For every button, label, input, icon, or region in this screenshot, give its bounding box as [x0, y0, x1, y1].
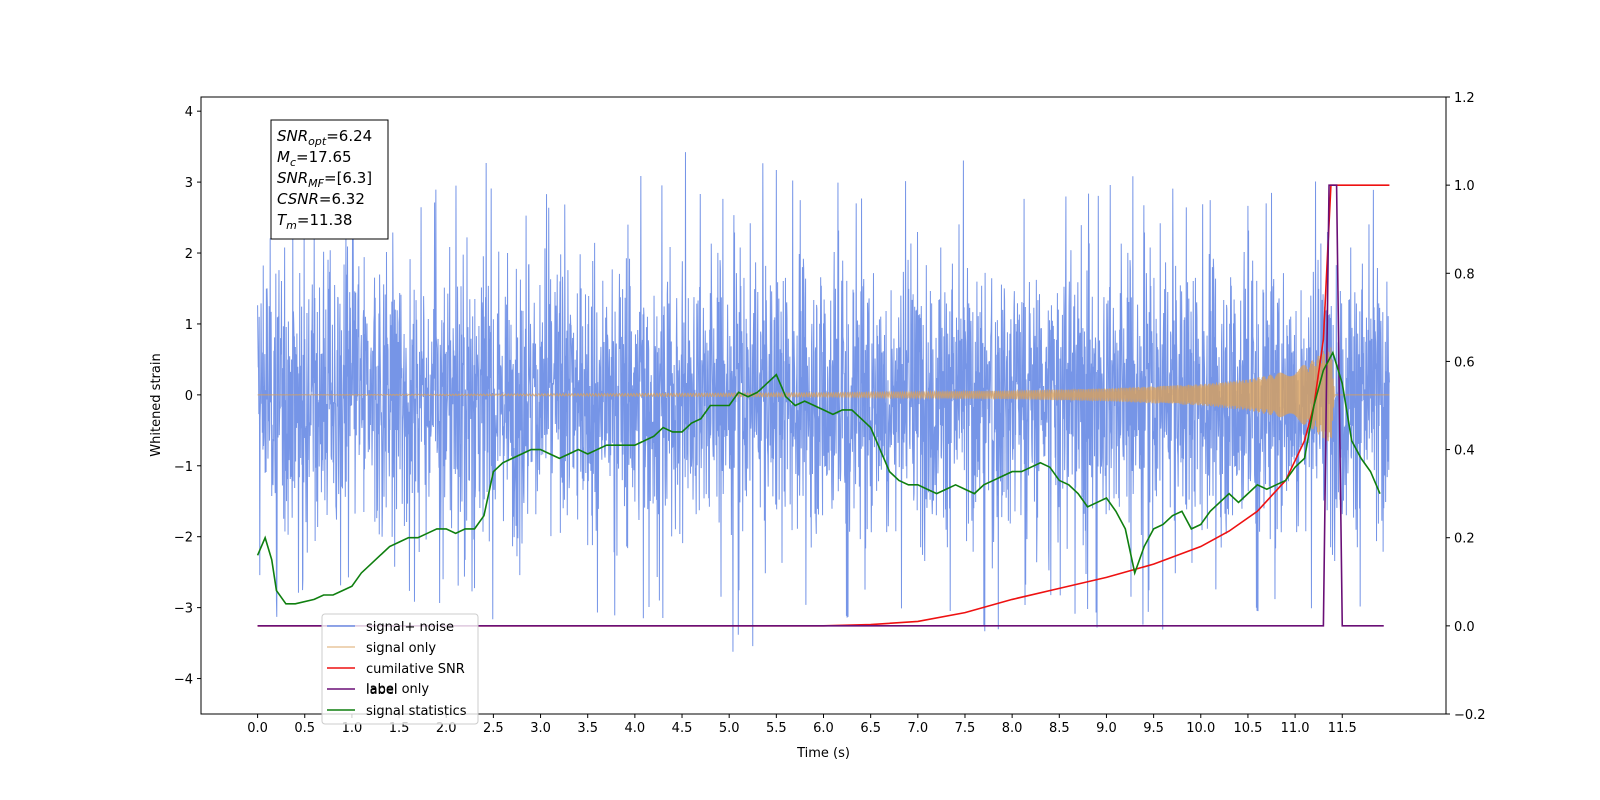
y-right-tick-label: −0.2 — [1454, 708, 1486, 723]
info-line: CSNR=6.32 — [277, 190, 365, 208]
legend-entry: signal statistics — [366, 704, 467, 719]
y-right-tick-label: 1.0 — [1454, 179, 1475, 194]
legend-entry: signal only — [366, 641, 436, 656]
x-tick-label: 10.0 — [1186, 721, 1215, 736]
legend-frame — [321, 613, 479, 725]
y-left-tick-label: 1 — [185, 318, 193, 333]
y-left-tick-label: −2 — [174, 531, 193, 546]
x-tick-label: 11.5 — [1328, 721, 1357, 736]
series-layer — [256, 152, 1390, 652]
right-y-axis: −0.2 0.0 0.2 0.4 0.6 0.8 1.0 1.2 — [1446, 91, 1486, 723]
y-left-tick-label: 0 — [185, 389, 193, 404]
x-tick-label: 3.5 — [577, 721, 598, 736]
x-tick-label: 5.5 — [766, 721, 787, 736]
x-tick-label: 6.5 — [860, 721, 881, 736]
y-right-tick-label: 1.2 — [1454, 91, 1475, 106]
x-tick-label: 3.0 — [530, 721, 551, 736]
x-tick-label: 2.0 — [436, 721, 457, 736]
y-left-tick-label: 3 — [185, 176, 193, 191]
x-tick-label: 8.0 — [1002, 721, 1023, 736]
legend-entry: label — [366, 683, 397, 698]
series-signal-statistics — [256, 350, 1381, 605]
y-right-tick-label: 0.6 — [1454, 355, 1475, 370]
x-tick-label: 0.5 — [294, 721, 315, 736]
series-signal-only — [257, 347, 1390, 442]
x-axis-label: Time (s) — [796, 746, 850, 761]
x-tick-label: 0.0 — [247, 721, 268, 736]
legend-entry: signal+ noise — [366, 620, 454, 635]
info-box-frame — [270, 119, 389, 240]
x-tick-label: 11.0 — [1281, 721, 1310, 736]
y-right-tick-label: 0.0 — [1454, 620, 1475, 635]
x-tick-label: 1.0 — [342, 721, 363, 736]
legend: signal+ noise signal only cumilative SNR la… — [321, 613, 479, 725]
x-tick-label: 1.5 — [389, 721, 410, 736]
x-tick-label: 6.0 — [813, 721, 834, 736]
series-cumilative-snr — [257, 184, 1390, 627]
y-left-tick-label: −4 — [174, 673, 193, 688]
x-tick-label: 8.5 — [1049, 721, 1070, 736]
series-signal-noise — [257, 152, 1390, 652]
info-line: SNRMF=[6.3] — [277, 169, 372, 190]
info-line: Tm=11.38 — [277, 211, 352, 232]
x-tick-label: 9.0 — [1096, 721, 1117, 736]
x-axis: 0.0 0.5 1.0 1.5 2.0 2.5 3.0 3.5 4.0 4.5 5.0 5.5 6.0 6… — [247, 714, 1357, 736]
y-left-tick-label: 2 — [185, 247, 193, 262]
y-left-tick-label: −3 — [174, 602, 193, 617]
series-label — [257, 184, 1384, 627]
x-tick-label: 5.0 — [719, 721, 740, 736]
y-left-tick-label: −1 — [174, 460, 193, 475]
legend-entry: cumilative SNR — [366, 662, 465, 677]
left-y-axis-label: Whitened strain — [149, 353, 164, 456]
x-tick-label: 4.0 — [625, 721, 646, 736]
x-tick-label: 7.5 — [955, 721, 976, 736]
left-y-axis: −4 −3 −2 −1 0 1 2 3 4 — [174, 105, 201, 688]
y-right-tick-label: 0.4 — [1454, 444, 1475, 459]
x-tick-label: 4.5 — [672, 721, 693, 736]
legend-entry-label-only: label only — [366, 682, 429, 697]
x-tick-label: 7.0 — [907, 721, 928, 736]
x-tick-label: 9.5 — [1143, 721, 1164, 736]
x-tick-label: 10.5 — [1233, 721, 1262, 736]
info-line: Mc=17.65 — [277, 148, 352, 169]
info-line: SNRopt=6.24 — [277, 127, 372, 148]
y-right-tick-label: 0.8 — [1454, 267, 1475, 282]
y-left-tick-label: 4 — [185, 105, 193, 120]
y-right-tick-label: 0.2 — [1454, 532, 1475, 547]
x-tick-label: 2.5 — [483, 721, 504, 736]
